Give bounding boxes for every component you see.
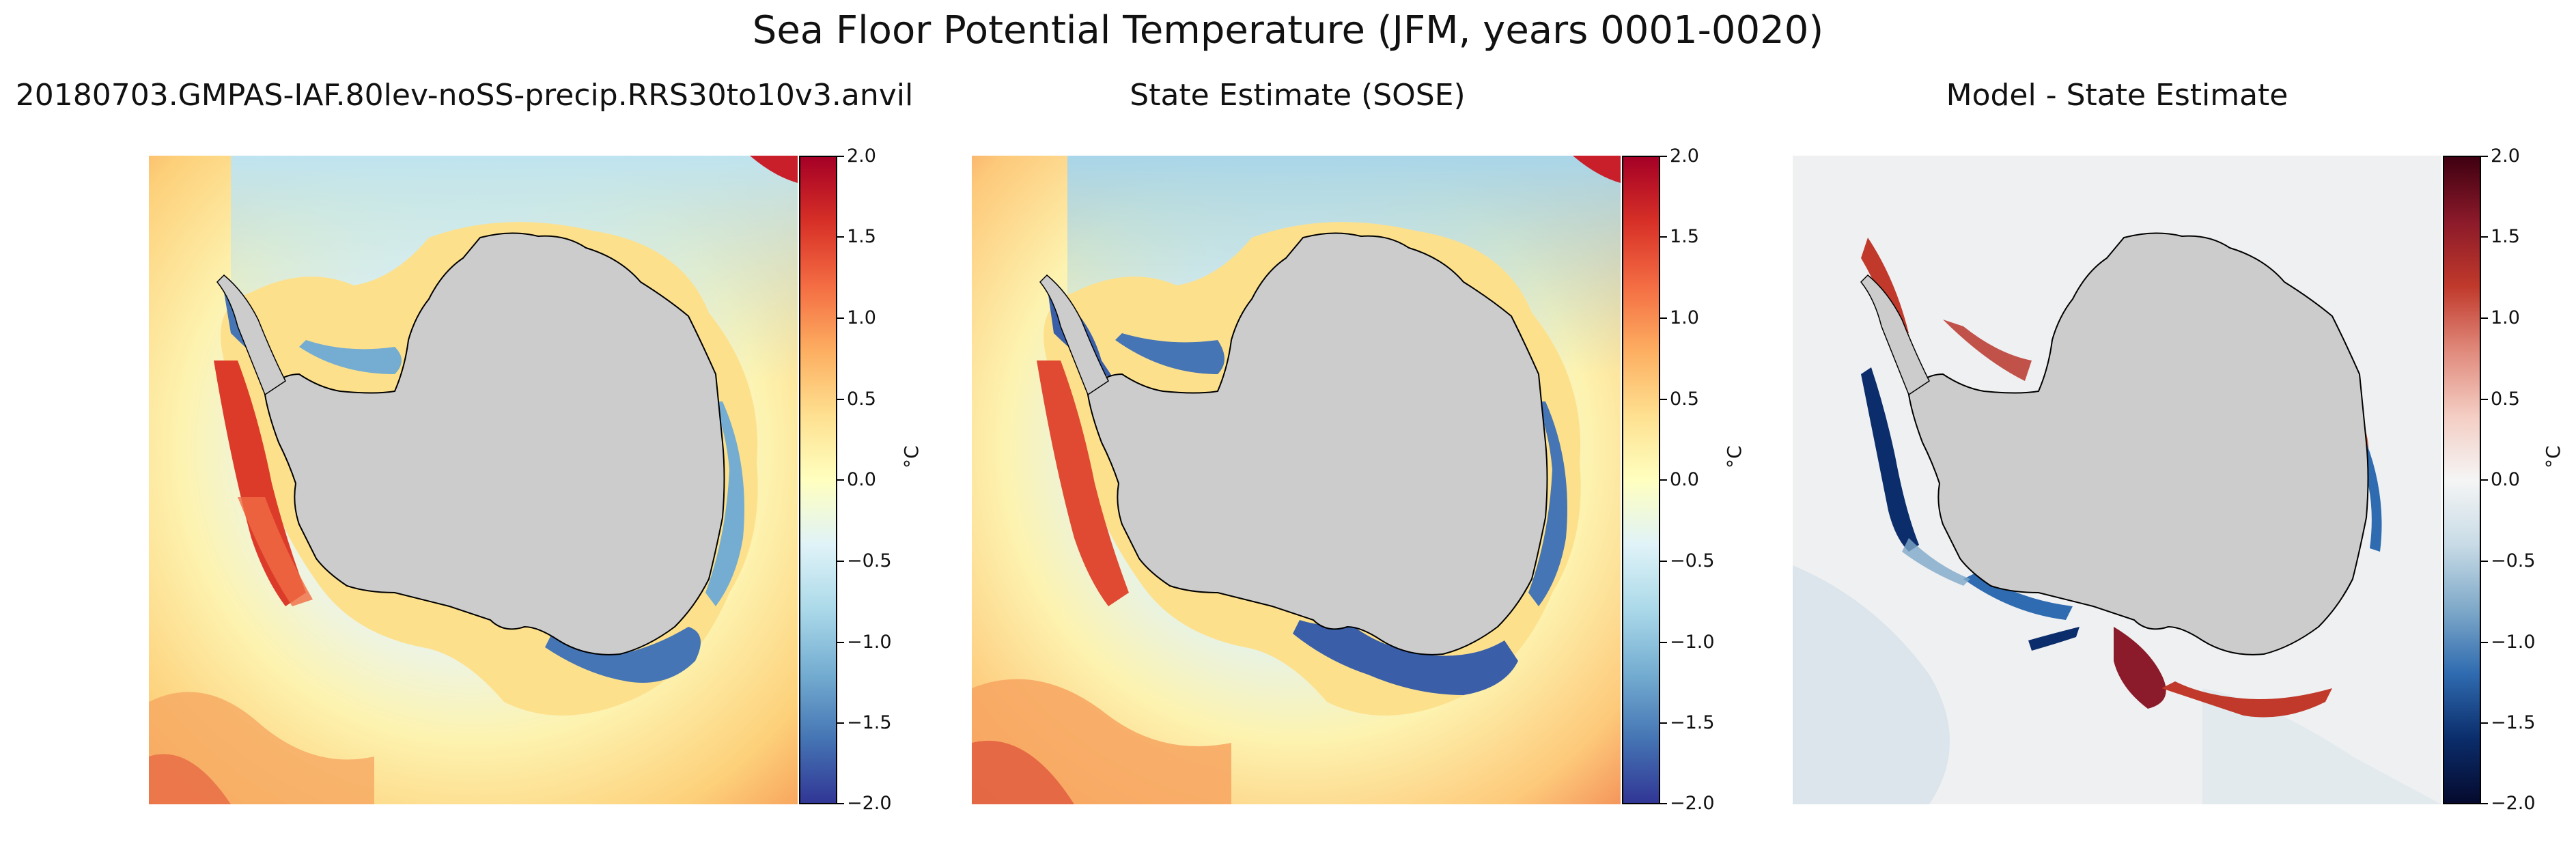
tick-label: 0.5 (1670, 388, 1699, 410)
tick-label: −2.0 (1670, 793, 1715, 814)
panel-title-sose: State Estimate (SOSE) (1130, 78, 1466, 113)
tick-label: −1.5 (2491, 712, 2536, 733)
panel-title-diff: Model - State Estimate (1946, 78, 2288, 113)
tick-label: 1.5 (2491, 226, 2520, 247)
tick-label: −2.0 (847, 793, 892, 814)
tick-label: −1.0 (847, 632, 892, 653)
tick-label: 0.0 (2491, 469, 2520, 490)
tick-label: −0.5 (1670, 550, 1715, 571)
map-model (149, 156, 798, 804)
tick-label: 0.5 (2491, 388, 2520, 410)
tick-label: 1.0 (1670, 307, 1699, 328)
tick-label: 1.0 (2491, 307, 2520, 328)
tick-label: 2.0 (847, 145, 876, 167)
tick-label: −1.5 (847, 712, 892, 733)
tick-label: −0.5 (847, 550, 892, 571)
colorbar-unit-diff: °C (2542, 445, 2564, 468)
tick-label: −1.0 (1670, 632, 1715, 653)
tick-label: 2.0 (1670, 145, 1699, 167)
panel-title-model: 20180703.GMPAS-IAF.80lev-noSS-precip.RRS… (15, 78, 914, 113)
tick-label: 0.0 (847, 469, 876, 490)
tick-label: −1.0 (2491, 632, 2536, 653)
tick-label: 1.5 (1670, 226, 1699, 247)
colorbar-sose (1622, 156, 1660, 804)
tick-label: −0.5 (2491, 550, 2536, 571)
tick-label: −1.5 (1670, 712, 1715, 733)
tick-label: −2.0 (2491, 793, 2536, 814)
tick-label: 0.5 (847, 388, 876, 410)
colorbar-model (799, 156, 837, 804)
map-sose (972, 156, 1621, 804)
tick-label: 1.5 (847, 226, 876, 247)
colorbar-diff (2443, 156, 2481, 804)
tick-label: 2.0 (2491, 145, 2520, 167)
colorbar-unit-sose: °C (1723, 445, 1746, 468)
colorbar-unit-model: °C (900, 445, 923, 468)
tick-label: 1.0 (847, 307, 876, 328)
figure-title: Sea Floor Potential Temperature (JFM, ye… (752, 8, 1824, 53)
tick-label: 0.0 (1670, 469, 1699, 490)
map-diff (1793, 156, 2441, 804)
